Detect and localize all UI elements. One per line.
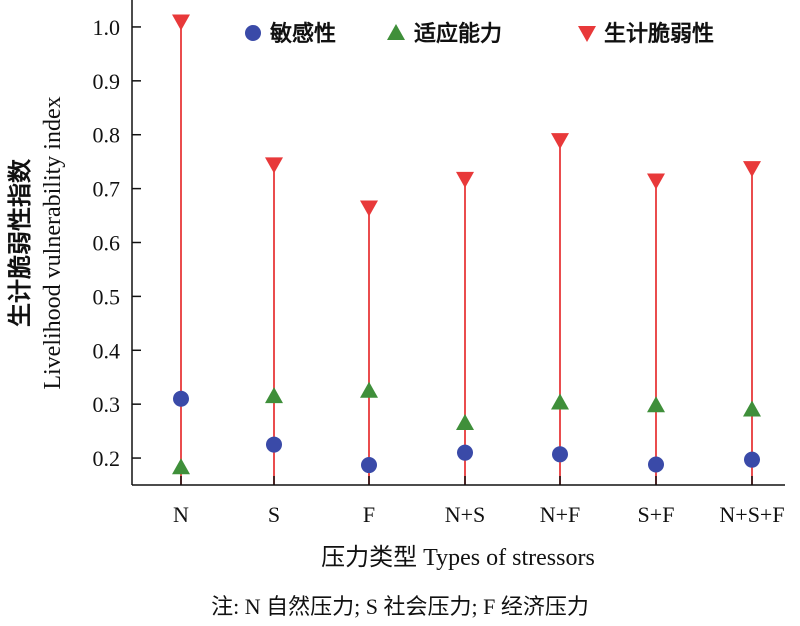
data-point bbox=[648, 456, 664, 473]
data-point bbox=[265, 157, 283, 174]
data-point bbox=[551, 393, 569, 410]
x-tick-label: N+F bbox=[540, 502, 581, 527]
y-tick-label: 0.2 bbox=[93, 446, 121, 471]
markers bbox=[172, 14, 761, 475]
data-point bbox=[360, 200, 378, 217]
data-point bbox=[360, 381, 378, 398]
data-point bbox=[266, 436, 282, 453]
x-ticks: N S F N+S N+F S+F N+S+F bbox=[173, 476, 785, 527]
x-tick-label: F bbox=[363, 502, 375, 527]
legend-label: 敏感性 bbox=[269, 21, 336, 47]
data-point bbox=[743, 400, 761, 417]
data-point bbox=[456, 171, 474, 188]
y-axis-title-cn: 生计脆弱性指数 bbox=[6, 158, 34, 327]
data-point bbox=[647, 396, 665, 413]
axes bbox=[131, 0, 785, 486]
y-tick-label: 1.0 bbox=[93, 15, 121, 40]
data-point bbox=[744, 451, 760, 468]
legend-label: 适应能力 bbox=[414, 21, 502, 47]
legend-marker bbox=[387, 24, 405, 40]
y-tick-label: 0.6 bbox=[93, 231, 121, 256]
data-point bbox=[456, 414, 474, 431]
y-tick-label: 0.4 bbox=[93, 338, 121, 363]
x-tick-label: N+S bbox=[445, 502, 486, 527]
y-axis-title-en: Livelihood vulnerability index bbox=[40, 96, 66, 389]
x-tick-label: N bbox=[173, 502, 189, 527]
data-point bbox=[552, 446, 568, 463]
footnote: 注: N 自然压力; S 社会压力; F 经济压力 bbox=[211, 594, 589, 619]
data-point bbox=[743, 161, 761, 178]
legend-marker bbox=[245, 25, 261, 41]
data-point bbox=[265, 387, 283, 404]
x-axis-title: 压力类型 Types of stressors bbox=[321, 544, 595, 571]
data-point bbox=[551, 133, 569, 150]
x-tick-label: S bbox=[268, 502, 280, 527]
y-tick-label: 0.9 bbox=[93, 69, 121, 94]
data-point bbox=[457, 444, 473, 461]
data-point bbox=[173, 390, 189, 407]
y-tick-label: 0.7 bbox=[93, 177, 121, 202]
data-point bbox=[172, 14, 190, 31]
legend: 敏感性 适应能力 生计脆弱性 bbox=[245, 21, 714, 47]
y-tick-label: 0.3 bbox=[93, 392, 121, 417]
x-tick-label: N+S+F bbox=[719, 502, 784, 527]
data-point bbox=[361, 457, 377, 474]
data-point bbox=[647, 173, 665, 190]
stems bbox=[180, 21, 753, 485]
legend-marker bbox=[578, 26, 596, 42]
legend-label: 生计脆弱性 bbox=[604, 21, 714, 47]
y-ticks: 0.2 0.3 0.4 0.5 0.6 0.7 0.8 0.9 1.0 bbox=[93, 15, 141, 471]
y-tick-label: 0.5 bbox=[93, 284, 121, 309]
y-tick-label: 0.8 bbox=[93, 123, 121, 148]
x-tick-label: S+F bbox=[638, 502, 675, 527]
data-point bbox=[172, 458, 190, 475]
